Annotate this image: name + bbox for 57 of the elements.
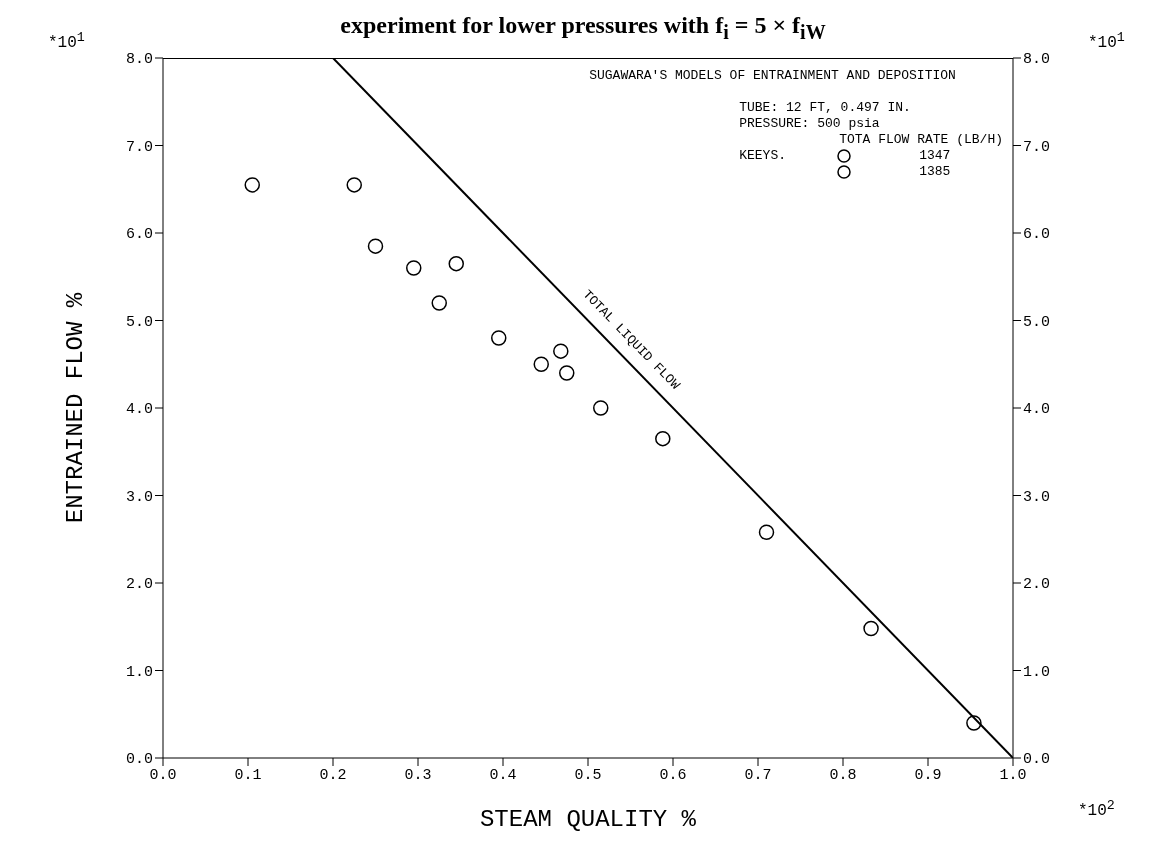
point: [553, 343, 569, 359]
x-tick-label: 0.7: [744, 766, 772, 784]
point: [593, 400, 609, 416]
chart-title: experiment for lower pressures with f$_{i}$ = 5 × f$_{iW}$: [340, 12, 826, 43]
y2-tick-label: 1.0: [1023, 663, 1051, 681]
x-tick-label: 1.0: [999, 766, 1027, 784]
annotation: TOTA FLOW RATE (LB/H): [839, 132, 1003, 147]
y-tick-label: 5.0: [125, 313, 153, 331]
y-tick-label: 8.0: [125, 51, 153, 69]
point: [491, 330, 507, 346]
point: [448, 255, 464, 272]
x-tick-label: 0.0: [149, 766, 177, 784]
annotation: TUBE: 12 FT, 0.497 IN.: [739, 100, 911, 115]
text: *10$^{1}$: [1088, 30, 1125, 53]
y-tick-label: 4.0: [125, 401, 153, 419]
point: [367, 238, 384, 254]
point: [406, 260, 422, 276]
x-tick-label: 0.2: [319, 766, 347, 784]
point: [431, 295, 447, 311]
x-tick-label: 0.8: [829, 766, 857, 784]
y2-tick-label: 6.0: [1023, 226, 1051, 244]
text: *10$^{2}$: [1078, 798, 1115, 821]
point: [863, 620, 879, 637]
x-tick-label: 0.1: [234, 766, 262, 784]
y2-tick-label: 0.0: [1023, 751, 1051, 769]
y2-tick-label: 8.0: [1023, 51, 1051, 69]
x-tick-label: 0.6: [659, 766, 687, 784]
y2-tick-label: 7.0: [1023, 138, 1051, 156]
annotation: 1385: [919, 164, 951, 180]
y2-tick-label: 4.0: [1023, 401, 1051, 419]
point: [533, 356, 549, 372]
point: [966, 715, 982, 731]
annotation: 1347: [919, 148, 951, 164]
point: [346, 177, 362, 193]
y2-tick-label: 3.0: [1023, 488, 1051, 506]
x-axis-title: STEAM QUALITY %: [479, 806, 697, 833]
y-tick-label: 0.0: [125, 751, 153, 769]
y2-tick-label: 5.0: [1023, 313, 1051, 331]
x-tick-label: 0.4: [489, 766, 517, 784]
y-tick-label: 7.0: [125, 138, 153, 156]
point: [655, 430, 671, 447]
x-tick-label: 0.9: [914, 766, 942, 784]
y-tick-label: 6.0: [125, 226, 153, 244]
y-tick-label: 2.0: [125, 576, 153, 594]
point: [244, 177, 260, 193]
y2-tick-label: 2.0: [1023, 576, 1051, 594]
text: *10$^{1}$: [48, 30, 85, 53]
y-tick-label: 3.0: [125, 488, 153, 506]
x-tick-label: 0.3: [404, 766, 432, 784]
point: [758, 524, 775, 540]
point: [559, 365, 575, 381]
y-axis-title: ENTRAINED FLOW %: [61, 292, 89, 524]
x-tick-label: 0.5: [574, 766, 602, 784]
annotation: PRESSURE: 500 psia: [739, 116, 880, 131]
annotation: SUGAWARA'S MODELS OF ENTRAINMENT AND DEPOSITION: [589, 68, 956, 83]
y-tick-label: 1.0: [125, 663, 153, 681]
text: KEEYS.: [739, 148, 787, 164]
